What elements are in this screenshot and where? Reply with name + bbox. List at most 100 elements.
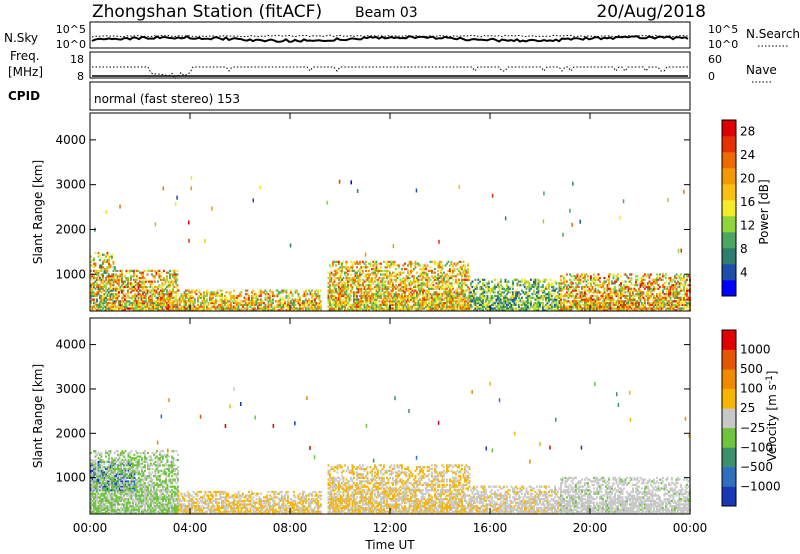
range-cell — [509, 309, 511, 312]
range-cell — [581, 294, 583, 298]
range-cell — [405, 289, 408, 292]
range-cell — [423, 268, 426, 271]
range-cell — [605, 280, 607, 283]
range-cell — [681, 303, 684, 306]
range-cell — [398, 293, 400, 296]
range-cell — [432, 294, 435, 298]
range-cell — [350, 309, 352, 312]
range-cell — [593, 278, 595, 281]
range-cell — [356, 302, 358, 305]
range-cell — [504, 294, 507, 298]
range-cell — [345, 303, 348, 306]
range-cell — [482, 307, 484, 310]
range-cell — [609, 305, 612, 308]
range-cell — [179, 300, 181, 303]
range-cell — [498, 280, 501, 283]
range-cell — [453, 291, 456, 294]
range-cell — [94, 277, 97, 280]
range-cell — [383, 291, 385, 294]
range-cell — [483, 291, 486, 294]
range-cell — [327, 285, 330, 289]
range-cell — [435, 262, 438, 265]
range-cell — [404, 285, 406, 289]
range-cell — [500, 309, 502, 312]
range-cell — [416, 307, 418, 310]
range-cell — [563, 302, 565, 305]
range-cell — [602, 285, 604, 289]
range-cell — [380, 266, 382, 269]
range-cell — [246, 293, 249, 296]
range-cell — [142, 296, 144, 299]
range-cell — [491, 296, 493, 299]
range-cell — [127, 277, 129, 280]
range-cell — [149, 291, 152, 294]
range-cell — [99, 296, 101, 299]
range-cell — [408, 282, 411, 285]
range-cell — [249, 303, 252, 306]
range-cell — [234, 309, 237, 312]
range-cell — [378, 269, 381, 272]
range-cell — [647, 273, 649, 276]
colorbar-swatch — [722, 200, 736, 217]
range-cell — [468, 278, 471, 281]
range-cell — [198, 309, 201, 312]
range-cell — [224, 300, 226, 303]
range-cell — [263, 309, 265, 312]
range-cell — [636, 309, 639, 312]
range-cell — [169, 275, 171, 278]
range-cell — [426, 273, 429, 276]
range-cell — [524, 305, 526, 308]
range-cell — [297, 300, 300, 303]
range-cell — [410, 296, 412, 299]
range-cell — [555, 307, 558, 310]
range-cell — [477, 278, 480, 281]
range-cell — [378, 293, 381, 296]
range-cell — [476, 302, 478, 305]
range-cell — [447, 291, 450, 294]
range-cell — [377, 294, 379, 298]
range-cell — [452, 271, 454, 274]
range-cell — [489, 296, 492, 299]
range-cell — [630, 273, 633, 276]
range-cell — [353, 309, 355, 312]
range-cell — [452, 303, 454, 306]
range-cell — [257, 302, 259, 305]
range-cell — [236, 294, 238, 298]
range-cell — [512, 300, 514, 303]
range-cell — [175, 280, 177, 283]
range-cell — [354, 303, 357, 306]
range-cell — [473, 296, 475, 299]
range-cell — [518, 309, 520, 312]
range-cell — [447, 284, 450, 287]
range-cell — [294, 307, 297, 310]
range-cell — [335, 309, 337, 312]
range-cell — [515, 303, 517, 306]
range-cell — [542, 284, 544, 287]
range-cell — [154, 285, 156, 289]
range-cell — [350, 284, 352, 287]
range-cell — [127, 291, 129, 294]
range-cell — [320, 309, 322, 312]
range-cell — [674, 303, 676, 306]
range-cell — [164, 287, 167, 290]
range-cell — [461, 293, 463, 296]
range-cell — [432, 291, 435, 294]
range-cell — [447, 269, 450, 272]
range-cell — [584, 300, 586, 303]
range-cell — [90, 489, 92, 492]
range-cell — [431, 300, 433, 303]
range-cell — [198, 294, 201, 298]
range-cell — [563, 307, 565, 310]
range-cell — [389, 260, 391, 263]
range-cell — [353, 303, 355, 306]
range-cell — [675, 289, 678, 292]
range-cell — [678, 307, 681, 310]
range-cell — [327, 289, 330, 292]
range-cell — [464, 302, 466, 305]
range-cell — [272, 302, 274, 305]
range-cell — [308, 289, 310, 292]
range-cell — [210, 302, 213, 305]
range-cell — [380, 262, 382, 265]
range-cell — [554, 289, 556, 292]
range-cell — [435, 303, 438, 306]
